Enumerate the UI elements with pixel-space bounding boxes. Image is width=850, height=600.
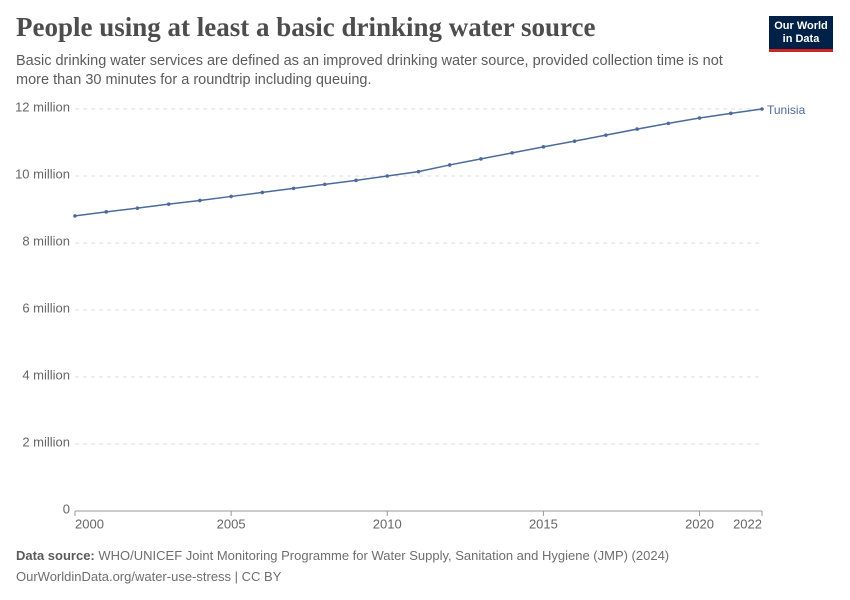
data-point	[104, 210, 109, 214]
x-tick-label: 2020	[685, 516, 714, 531]
x-tick-label: 2000	[75, 516, 104, 531]
logo-text: Our World	[774, 20, 828, 32]
footer[interactable]: OurWorldinData.org/water-use-stress | CC…	[16, 569, 282, 584]
logo-text: in Data	[782, 33, 820, 45]
chart-subtitle: Basic drinking water services are define…	[16, 53, 723, 88]
y-tick-label: 2 million	[22, 434, 70, 449]
data-point	[291, 186, 296, 191]
data-point	[728, 111, 733, 116]
y-tick-label: 10 million	[15, 166, 70, 181]
x-tick-label: 2015	[529, 516, 558, 531]
y-tick-label: 6 million	[22, 300, 70, 315]
data-point	[198, 198, 202, 203]
data-point	[510, 151, 514, 155]
x-tick-label: 2005	[217, 516, 246, 531]
y-tick-label: 8 million	[22, 233, 70, 248]
data-point	[604, 133, 608, 137]
data-point	[229, 194, 233, 199]
series-line	[74, 108, 763, 217]
data-point	[354, 178, 358, 183]
data-point	[760, 107, 764, 111]
data-point	[166, 202, 171, 206]
data-point	[479, 157, 483, 161]
data-point	[416, 169, 421, 174]
data-point	[385, 174, 390, 178]
source-label: Data source:	[16, 548, 95, 563]
logo[interactable]: Our World in Data	[769, 16, 833, 52]
x-tick-label: 2022	[733, 516, 762, 531]
series-label: Tunisia	[767, 103, 806, 117]
data-point	[635, 127, 639, 131]
source: Data source: WHO/UNICEF Joint Monitoring…	[16, 548, 669, 563]
data-point	[447, 163, 452, 167]
y-tick-label: 0	[63, 501, 70, 516]
data-point	[666, 121, 671, 126]
y-tick-label: 4 million	[22, 367, 70, 382]
data-point	[73, 214, 77, 218]
chart-title: People using at least a basic drinking w…	[16, 12, 596, 42]
data-point	[323, 182, 327, 187]
data-point	[572, 139, 577, 143]
x-tick-label: 2010	[373, 516, 402, 531]
data-point	[541, 145, 546, 149]
data-point	[135, 206, 140, 210]
source-text: WHO/UNICEF Joint Monitoring Programme fo…	[98, 548, 670, 563]
data-point	[697, 116, 702, 120]
y-tick-label: 12 million	[15, 99, 70, 114]
data-point	[260, 190, 265, 195]
